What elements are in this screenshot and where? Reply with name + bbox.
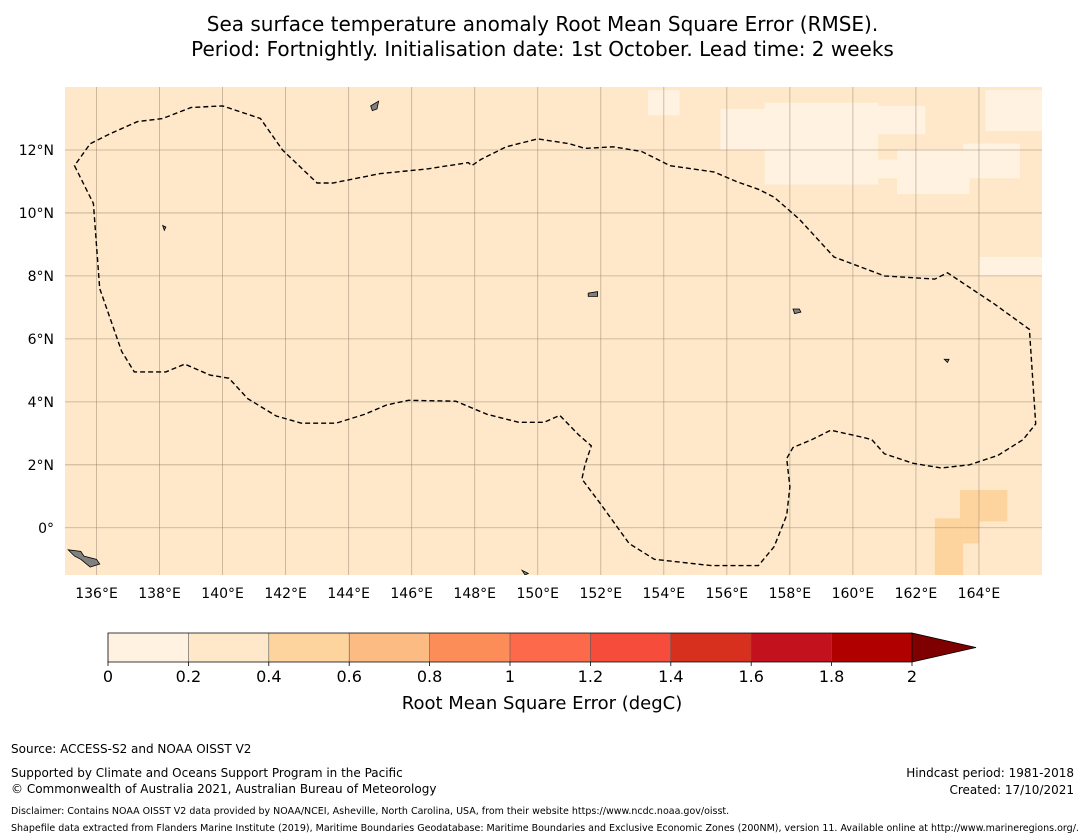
shapefile-text: Shapefile data extracted from Flanders M… <box>11 823 1079 834</box>
map-plot-area <box>65 87 1042 575</box>
colorbar-segment <box>429 633 510 662</box>
rmse-patch <box>963 143 1020 179</box>
rmse-patch <box>764 102 879 185</box>
colorbar-segment <box>108 633 189 662</box>
colorbar-tick-label: 0.4 <box>256 667 281 686</box>
lon-tick-label: 138°E <box>138 586 181 602</box>
colorbar-tick-label: 0 <box>103 667 113 686</box>
lat-tick-label: 12°N <box>19 143 54 159</box>
lon-tick-label: 146°E <box>390 586 433 602</box>
rmse-patch <box>862 105 926 135</box>
colorbar-tick-label: 0.2 <box>176 667 201 686</box>
support-text: Supported by Climate and Oceans Support … <box>11 766 403 780</box>
colorbar-tick-label: 2 <box>907 667 917 686</box>
lon-tick-label: 144°E <box>327 586 370 602</box>
colorbar-tick-label: 0.6 <box>336 667 361 686</box>
hindcast-period: Hindcast period: 1981-2018 <box>906 766 1074 780</box>
title-line-1: Sea surface temperature anomaly Root Mea… <box>206 12 879 36</box>
colorbar-title: Root Mean Square Error (degC) <box>402 693 683 714</box>
land-kosrae <box>943 358 950 364</box>
rmse-patch <box>934 518 964 575</box>
rmse-patch <box>978 257 1042 276</box>
rmse-patch <box>985 90 1042 132</box>
land-manus <box>520 569 530 575</box>
colorbar-segment <box>590 633 671 662</box>
colorbar-tick-label: 1 <box>505 667 515 686</box>
source-text: Source: ACCESS-S2 and NOAA OISST V2 <box>11 742 252 756</box>
rmse-patch <box>868 159 948 179</box>
colorbar-tick-label: 0.8 <box>417 667 442 686</box>
colorbar-segment <box>831 633 912 662</box>
rmse-map: 136°E 138°E 140°E 142°E 144°E 146°E 148°E 150°E… <box>19 87 1042 714</box>
copyright-text: © Commonwealth of Australia 2021, Austra… <box>11 782 437 796</box>
colorbar-segment <box>188 633 269 662</box>
lon-tick-label: 162°E <box>895 586 938 602</box>
land-yap <box>162 224 167 232</box>
colorbar-tick-label: 1.6 <box>738 667 763 686</box>
lat-tick-label: 2°N <box>28 458 54 474</box>
lat-tick-label: 4°N <box>28 395 54 411</box>
colorbar-extend-arrow <box>911 632 977 663</box>
lon-tick-label: 136°E <box>75 586 118 602</box>
rmse-patch <box>720 109 768 150</box>
disclaimer-text: Disclaimer: Contains NOAA OISST V2 data … <box>11 806 730 817</box>
colorbar-tick-label: 1.8 <box>819 667 844 686</box>
colorbar-segment <box>670 633 752 662</box>
title-line-2: Period: Fortnightly. Initialisation date… <box>191 37 894 61</box>
lon-tick-label: 158°E <box>769 586 812 602</box>
land-guam <box>370 100 380 112</box>
land-pohnpei <box>792 308 802 315</box>
eez-boundary <box>73 105 1037 567</box>
rmse-patch <box>960 489 1008 522</box>
lon-tick-label: 152°E <box>579 586 622 602</box>
land-palau <box>67 549 101 568</box>
lon-tick-label: 160°E <box>832 586 875 602</box>
colorbar-segment <box>751 633 832 662</box>
colorbar-segment <box>268 633 350 662</box>
colorbar-segment <box>510 633 591 662</box>
colorbar-tick-label: 1.4 <box>658 667 683 686</box>
lat-tick-label: 0° <box>38 521 54 537</box>
lon-tick-label: 142°E <box>264 586 307 602</box>
lon-tick-label: 154°E <box>643 586 686 602</box>
land-chuuk <box>587 291 598 297</box>
lat-tick-label: 6°N <box>28 332 54 348</box>
lon-tick-label: 150°E <box>516 586 559 602</box>
created-date: Created: 17/10/2021 <box>949 783 1074 797</box>
lon-tick-label: 164°E <box>958 586 1001 602</box>
lat-tick-label: 8°N <box>28 269 54 285</box>
colorbar: 0 0.2 0.4 0.6 0.8 1 1.2 1.4 1.6 1.8 2 Root Mean Squ… <box>103 632 977 714</box>
lat-tick-label: 10°N <box>19 206 54 222</box>
map-axes: 136°E 138°E 140°E 142°E 144°E 146°E 148°E 150°E… <box>19 143 1001 602</box>
lon-tick-label: 140°E <box>201 586 244 602</box>
colorbar-segment <box>349 633 430 662</box>
colorbar-tick-label: 1.2 <box>578 667 603 686</box>
lon-tick-label: 156°E <box>706 586 749 602</box>
rmse-patch <box>963 521 979 544</box>
lon-tick-label: 148°E <box>453 586 496 602</box>
